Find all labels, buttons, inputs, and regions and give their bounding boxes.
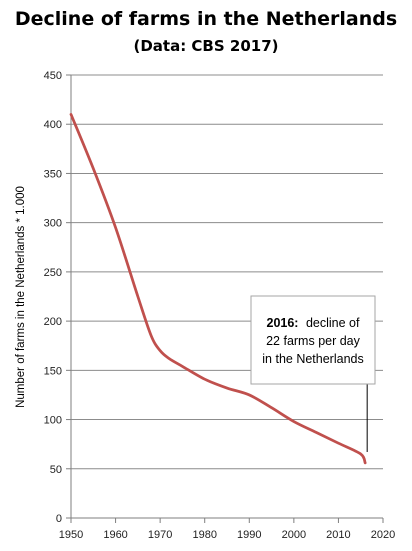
chart-title: Decline of farms in the Netherlands <box>14 8 398 30</box>
annotation-year: 2016: <box>267 316 299 330</box>
y-tick-label: 100 <box>44 415 62 427</box>
x-tick-label: 1950 <box>59 529 83 541</box>
y-tick-label: 150 <box>44 365 62 377</box>
chart-subtitle: (Data: CBS 2017) <box>133 37 279 55</box>
y-tick-label: 0 <box>56 513 62 525</box>
gridlines <box>71 74 383 470</box>
x-tick-label: 1960 <box>103 529 127 541</box>
y-tick-label: 300 <box>44 218 62 230</box>
annotation-box <box>250 295 376 385</box>
y-tick-label: 200 <box>44 316 62 328</box>
y-tick-label: 400 <box>44 119 62 131</box>
x-axis-ticks: 1950 1960 1970 1980 1990 2000 2010 2020 <box>59 518 395 541</box>
annotation-line-3: in the Netherlands <box>262 352 363 366</box>
x-tick-label: 2010 <box>326 529 350 541</box>
annotation-line-1: 2016: decline of <box>267 316 361 330</box>
y-axis-label: Number of farms in the Netherlands * 1.0… <box>15 186 27 408</box>
series-line <box>69 113 367 465</box>
y-axis-ticks: 0 50 100 150 200 250 300 350 400 450 <box>44 70 71 525</box>
x-tick-label: 2000 <box>282 529 306 541</box>
x-tick-label: 2020 <box>371 529 395 541</box>
y-tick-label: 450 <box>44 70 62 82</box>
axes <box>70 75 383 519</box>
y-tick-label: 50 <box>50 464 62 476</box>
annotation: 2016: decline of 22 farms per day in the… <box>250 295 376 452</box>
y-tick-label: 250 <box>44 267 62 279</box>
x-tick-label: 1980 <box>192 529 216 541</box>
annotation-line-2: 22 farms per day <box>266 334 361 348</box>
series-group <box>69 113 367 465</box>
annotation-text-1: decline of <box>306 316 360 330</box>
y-tick-label: 350 <box>44 168 62 180</box>
x-tick-label: 1970 <box>148 529 172 541</box>
x-tick-label: 1990 <box>237 529 261 541</box>
